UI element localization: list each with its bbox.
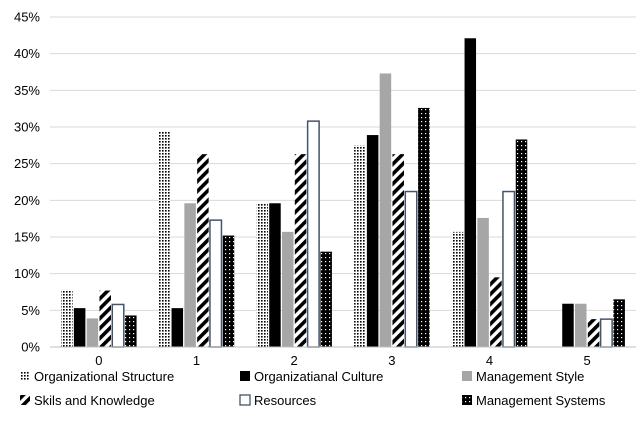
bar xyxy=(99,291,111,347)
bar xyxy=(61,290,72,347)
bar xyxy=(380,73,392,347)
x-tick-label: 4 xyxy=(486,353,493,368)
bar xyxy=(159,131,171,347)
y-tick-label: 15% xyxy=(14,230,40,245)
bar xyxy=(112,304,124,347)
bar xyxy=(210,220,222,347)
legend-label: Management Style xyxy=(476,369,584,384)
bar xyxy=(562,304,574,347)
bar xyxy=(601,319,613,347)
legend-swatch xyxy=(462,395,472,405)
bar xyxy=(575,304,587,347)
legend-swatch xyxy=(462,371,472,381)
legend-swatch xyxy=(240,395,250,405)
x-tick-label: 2 xyxy=(291,353,298,368)
legend-label: Resources xyxy=(254,393,317,408)
x-tick-label: 1 xyxy=(193,353,200,368)
y-axis-tick-labels: 0% 5% 10% 15% 20% 25% 30% 35% 40% 45% xyxy=(14,10,40,355)
legend-label: Organizational Structure xyxy=(34,369,174,384)
bar xyxy=(295,154,307,347)
y-tick-label: 40% xyxy=(14,46,40,61)
bar xyxy=(320,252,332,347)
bar xyxy=(282,232,294,347)
y-tick-label: 45% xyxy=(14,10,40,25)
x-tick-label: 3 xyxy=(388,353,395,368)
bar xyxy=(367,135,379,347)
y-tick-label: 25% xyxy=(14,156,40,171)
x-tick-label: 5 xyxy=(584,353,591,368)
bar xyxy=(256,203,268,347)
bar xyxy=(503,192,515,347)
bar xyxy=(308,121,320,347)
bar xyxy=(452,232,464,347)
y-tick-label: 35% xyxy=(14,83,40,98)
legend-swatch xyxy=(240,371,250,381)
bar xyxy=(418,108,430,347)
y-tick-label: 10% xyxy=(14,266,40,281)
bar xyxy=(172,308,184,347)
bar xyxy=(74,308,86,347)
y-tick-label: 20% xyxy=(14,193,40,208)
bar xyxy=(516,139,528,347)
bar xyxy=(125,315,137,347)
bar xyxy=(477,218,489,347)
legend-swatch xyxy=(20,395,30,405)
bar xyxy=(197,154,209,347)
bar xyxy=(405,192,417,347)
bars xyxy=(61,38,625,347)
legend-label: Organizatianal Culture xyxy=(254,369,383,384)
bar xyxy=(465,38,477,347)
x-tick-label: 0 xyxy=(95,353,102,368)
gridlines xyxy=(50,17,636,310)
bar xyxy=(588,319,600,347)
x-axis-tick-labels: 0 1 2 3 4 5 xyxy=(95,353,591,368)
bar xyxy=(392,154,404,347)
legend-label: Skils and Knowledge xyxy=(34,393,155,408)
bar xyxy=(490,277,502,347)
bar xyxy=(87,318,99,347)
legend-swatch xyxy=(20,371,30,381)
bar xyxy=(354,145,366,347)
bar xyxy=(223,236,235,347)
y-tick-label: 5% xyxy=(21,303,40,318)
y-tick-label: 30% xyxy=(14,120,40,135)
bar xyxy=(184,203,196,347)
bar xyxy=(269,203,281,347)
bar xyxy=(613,299,625,347)
y-tick-label: 0% xyxy=(21,340,40,355)
legend: Organizational Structure Organizatianal C… xyxy=(20,369,606,408)
legend-label: Management Systems xyxy=(476,393,606,408)
